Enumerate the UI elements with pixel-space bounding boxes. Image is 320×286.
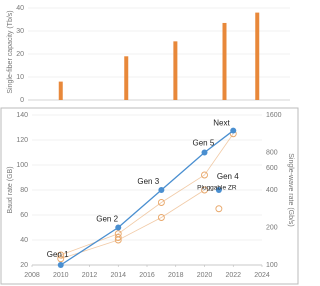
y-tick-label: 20 — [20, 262, 28, 269]
point — [201, 149, 208, 156]
point — [201, 171, 208, 179]
annotation: Gen 1 — [47, 250, 69, 259]
y-tick-label: 60 — [20, 212, 28, 219]
point — [57, 262, 64, 268]
annotation: Gen 4 — [217, 172, 239, 181]
bar — [58, 81, 63, 100]
bar — [124, 56, 129, 100]
x-tick-label: 2016 — [139, 272, 155, 279]
y2-axis-label: Single-wave rate (Gb/s) — [287, 153, 294, 227]
y-tick-label: 0 — [20, 97, 24, 104]
annotation: Gen 2 — [96, 215, 118, 224]
y-tick-label: 100 — [16, 162, 28, 169]
annotation: Gen 5 — [193, 139, 215, 148]
y-tick-label: 120 — [16, 137, 28, 144]
x-tick-label: 2012 — [82, 272, 98, 279]
point — [114, 234, 122, 241]
x-tick-label: 2022 — [225, 272, 241, 279]
point — [158, 187, 165, 193]
y2-tick-label: 200 — [266, 224, 278, 231]
point — [215, 187, 222, 193]
y2-tick-label: 100 — [266, 262, 278, 269]
annotation: Next — [213, 119, 230, 128]
x-tick-label: 2020 — [197, 272, 213, 279]
point — [114, 236, 122, 244]
annotation: Pluggable ZR — [197, 185, 237, 192]
bar — [255, 12, 260, 101]
y-axis-label: Single-fiber capacity (Tb/s) — [7, 10, 14, 93]
point — [157, 214, 165, 221]
bar — [222, 22, 227, 101]
y2-tick-label: 600 — [266, 165, 278, 172]
y-tick-label: 80 — [20, 187, 28, 194]
point — [57, 255, 65, 263]
point — [115, 224, 122, 231]
point — [57, 251, 65, 259]
y2-tick-label: 400 — [266, 187, 278, 194]
y-tick-label: 10 — [16, 74, 24, 81]
y-tick-label: 30 — [16, 28, 24, 35]
y2-tick-label: 800 — [266, 149, 278, 156]
x-tick-label: 2014 — [110, 272, 126, 279]
y-tick-label: 40 — [20, 237, 28, 244]
y-axis-label: Baud rate (GB) — [7, 166, 14, 213]
x-tick-label: 2024 — [254, 272, 270, 279]
figure: Single-fiber capacity (Tb/s) Baud rate (… — [0, 5, 299, 285]
point — [230, 127, 237, 134]
point — [157, 199, 165, 206]
y2-tick-label: 1600 — [266, 112, 282, 119]
series-line — [60, 189, 205, 260]
x-tick-label: 2008 — [24, 272, 40, 279]
x-tick-label: 2018 — [168, 272, 184, 279]
bar — [173, 41, 178, 100]
y-tick-label: 140 — [16, 112, 28, 119]
y-tick-label: 40 — [16, 5, 24, 12]
series-line — [60, 133, 234, 256]
y-tick-label: 20 — [16, 51, 24, 58]
annotation: Gen 3 — [137, 177, 159, 186]
x-tick-label: 2010 — [53, 272, 69, 279]
point — [201, 186, 208, 194]
series-line — [60, 130, 234, 266]
point — [215, 205, 223, 213]
panel-border — [0, 107, 299, 285]
